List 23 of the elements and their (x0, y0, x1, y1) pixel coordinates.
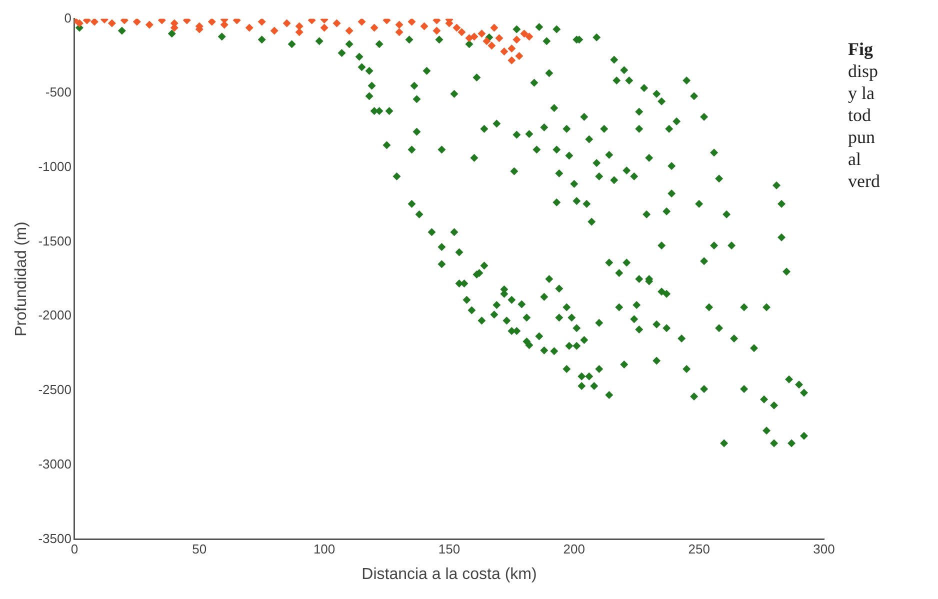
y-tick-label: -1500 (38, 233, 72, 248)
x-tick-label: 300 (813, 542, 835, 557)
x-tick-label: 200 (563, 542, 585, 557)
text: disp (848, 60, 880, 82)
text: Fig (848, 38, 874, 60)
y-tick-label: -500 (45, 84, 72, 100)
x-tick-label: 150 (438, 542, 460, 557)
text: al (848, 148, 862, 170)
y-tick-label: -3000 (38, 456, 72, 472)
y-tick-label: -1000 (38, 159, 72, 174)
y-tick-label: 0 (64, 10, 72, 26)
y-tick-label: -2500 (38, 382, 72, 398)
y-tick-label: -2000 (38, 308, 72, 323)
x-tick-label: 250 (688, 542, 710, 557)
text: verd (848, 170, 880, 192)
text: y la (848, 82, 876, 104)
y-axis-title: Profundidad (m) (13, 222, 30, 336)
text: tod (848, 104, 872, 126)
x-axis-title: Distancia a la costa (km) (362, 566, 537, 583)
x-tick-label: 50 (192, 542, 207, 557)
y-tick-label: -3500 (38, 530, 72, 546)
x-tick-label: 100 (313, 542, 336, 557)
text: pun (848, 126, 876, 148)
